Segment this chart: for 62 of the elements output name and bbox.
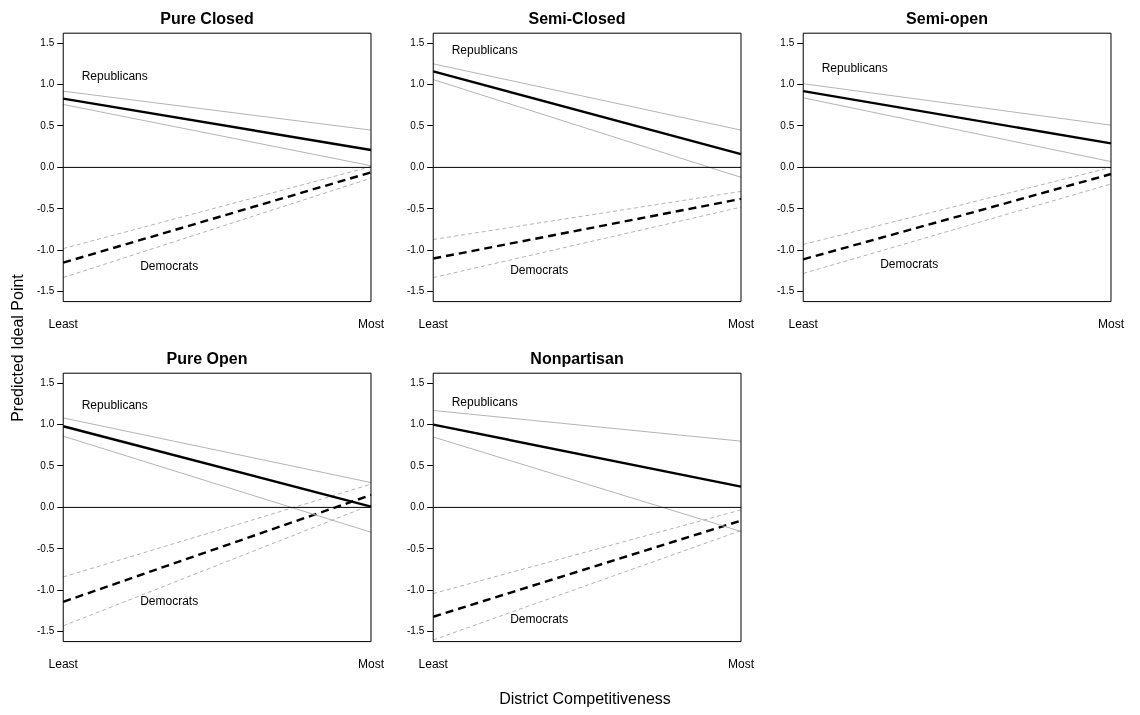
x-tick-label: Most xyxy=(357,657,385,672)
y-tick-label: 0.5 xyxy=(410,119,425,131)
y-tick-label: -0.5 xyxy=(37,202,55,214)
x-tick-label: Least xyxy=(48,657,79,672)
y-tick-label: 0.5 xyxy=(410,459,425,471)
chart-title: Pure Open xyxy=(166,350,248,368)
x-tick-label: Least xyxy=(418,657,449,672)
x-tick-label: Least xyxy=(418,317,449,332)
y-tick-label: -0.5 xyxy=(777,202,795,214)
y-tick-label: 0.0 xyxy=(780,161,795,173)
series-label: Democrats xyxy=(510,611,569,626)
y-tick-label: -1.0 xyxy=(777,243,795,255)
y-tick-label: -1.0 xyxy=(407,243,425,255)
series-label: Republicans xyxy=(451,43,518,58)
y-tick-label: 1.5 xyxy=(410,376,425,388)
x-tick-label: Least xyxy=(788,317,819,332)
chart-title: Nonpartisan xyxy=(530,350,624,368)
series-label: Republicans xyxy=(81,68,148,83)
y-tick-label: 0.5 xyxy=(780,119,795,131)
y-tick-label: 1.0 xyxy=(410,418,425,430)
y-tick-label: 0.5 xyxy=(40,459,55,471)
y-axis-title: Predicted Ideal Point xyxy=(9,274,27,422)
x-tick-label: Most xyxy=(1097,317,1125,332)
chart-title: Semi-open xyxy=(906,10,988,28)
y-tick-label: -1.0 xyxy=(407,583,425,595)
series-label: Republicans xyxy=(451,395,518,410)
chart-title: Pure Closed xyxy=(160,10,254,28)
series-label: Democrats xyxy=(880,257,939,272)
y-tick-label: 1.0 xyxy=(40,78,55,90)
x-tick-label: Most xyxy=(727,317,755,332)
y-tick-label: -1.0 xyxy=(37,583,55,595)
y-tick-label: 1.0 xyxy=(40,418,55,430)
y-tick-label: 0.0 xyxy=(40,501,55,513)
y-tick-label: 1.0 xyxy=(410,78,425,90)
x-tick-label: Most xyxy=(357,317,385,332)
x-tick-label: Least xyxy=(48,317,79,332)
y-tick-label: -1.5 xyxy=(777,285,795,297)
y-tick-label: 1.0 xyxy=(780,78,795,90)
y-tick-label: 1.5 xyxy=(40,376,55,388)
y-tick-label: -1.5 xyxy=(37,285,55,297)
x-tick-label: Most xyxy=(727,657,755,672)
series-label: Democrats xyxy=(510,262,569,277)
chart-title: Semi-Closed xyxy=(528,10,626,28)
x-axis-title: District Competitiveness xyxy=(498,690,672,708)
y-tick-label: 1.5 xyxy=(40,36,55,48)
series-label: Republicans xyxy=(821,61,888,76)
y-tick-label: -1.5 xyxy=(407,625,425,637)
series-label: Democrats xyxy=(140,259,199,274)
series-label: Republicans xyxy=(81,398,148,413)
y-tick-label: 0.0 xyxy=(410,501,425,513)
y-tick-label: 1.5 xyxy=(780,36,795,48)
series-label: Democrats xyxy=(140,594,199,609)
y-tick-label: -1.0 xyxy=(37,243,55,255)
y-tick-label: -0.5 xyxy=(37,542,55,554)
y-tick-label: -0.5 xyxy=(407,542,425,554)
y-tick-label: 0.0 xyxy=(40,161,55,173)
y-tick-label: -1.5 xyxy=(37,625,55,637)
y-tick-label: -1.5 xyxy=(407,285,425,297)
y-tick-label: 0.5 xyxy=(40,119,55,131)
y-tick-label: 0.0 xyxy=(410,161,425,173)
y-tick-label: 1.5 xyxy=(410,36,425,48)
y-tick-label: -0.5 xyxy=(407,202,425,214)
